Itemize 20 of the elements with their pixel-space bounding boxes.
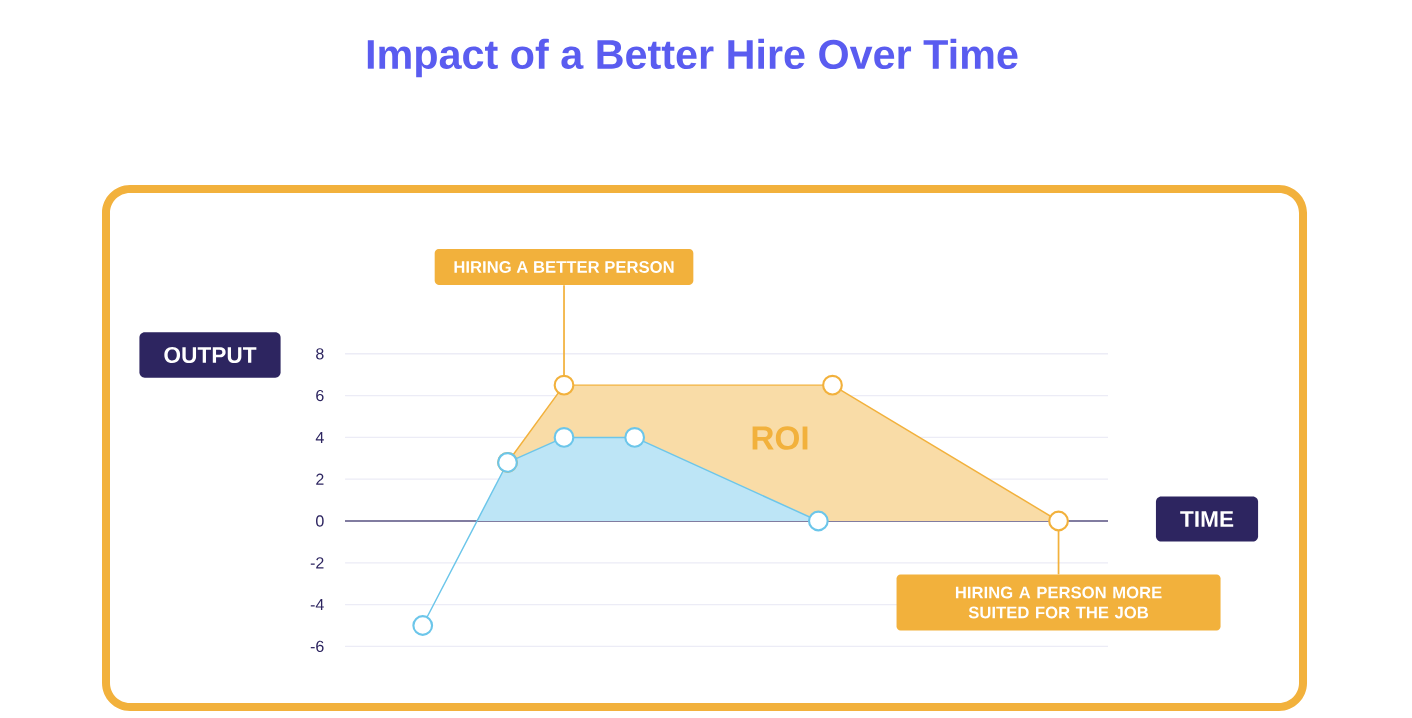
annotation: HIRING A PERSON MORE SUITED FOR THE JOB: [955, 586, 1162, 619]
point: [553, 374, 575, 396]
y-tick-label: 0: [316, 515, 324, 527]
y-tick-label: 6: [316, 389, 324, 402]
point: [1048, 510, 1069, 532]
y-tick-label: 2: [316, 473, 324, 485]
text: HIRING A BETTER PERSON: [454, 261, 674, 273]
y-tick-label: 4: [315, 431, 324, 443]
y-tick-label: -2: [310, 557, 324, 569]
chart-title: Impact of a Better Hire Over Time: [367, 38, 1018, 78]
y-axis-title: OUTPUT: [164, 346, 257, 364]
y-tick-label: 8: [316, 348, 324, 360]
annotation: ROI: [752, 426, 808, 450]
point: [807, 510, 829, 532]
point: [822, 374, 843, 396]
point: [624, 426, 646, 448]
y-tick-label: -4: [310, 599, 324, 611]
y-tick-label: -6: [310, 640, 324, 653]
x-axis-title: TIME: [1180, 511, 1234, 527]
point: [553, 426, 575, 448]
